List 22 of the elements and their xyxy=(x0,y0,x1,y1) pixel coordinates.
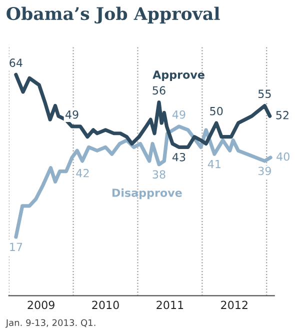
data-label: 50 xyxy=(210,106,223,116)
text: Disapprove xyxy=(112,188,182,200)
data-label: 64 xyxy=(10,58,22,67)
x-tick-label: 2012 xyxy=(221,300,248,310)
data-label: 38 xyxy=(152,170,166,179)
data-label: 49 xyxy=(172,110,186,119)
x-tick-label: 2009 xyxy=(28,300,54,310)
data-label: 17 xyxy=(10,242,22,251)
data-label: 43 xyxy=(172,152,186,162)
data-label: 39 xyxy=(258,166,271,176)
x-tick-label: 2010 xyxy=(92,300,119,310)
series-label: Approve xyxy=(152,70,204,82)
text: Jan. 9-13, 2013. Q1. xyxy=(5,319,96,328)
data-label: 40 xyxy=(276,152,290,161)
x-tick-label: 2011 xyxy=(156,300,184,310)
data-label: 55 xyxy=(258,90,271,98)
data-label: 49 xyxy=(65,110,78,119)
chart-title: Obama’s Job Approval xyxy=(6,6,220,24)
data-label: 52 xyxy=(276,110,288,120)
data-label: 41 xyxy=(208,160,220,168)
data-label: 42 xyxy=(76,168,89,178)
data-label: 56 xyxy=(152,86,166,95)
